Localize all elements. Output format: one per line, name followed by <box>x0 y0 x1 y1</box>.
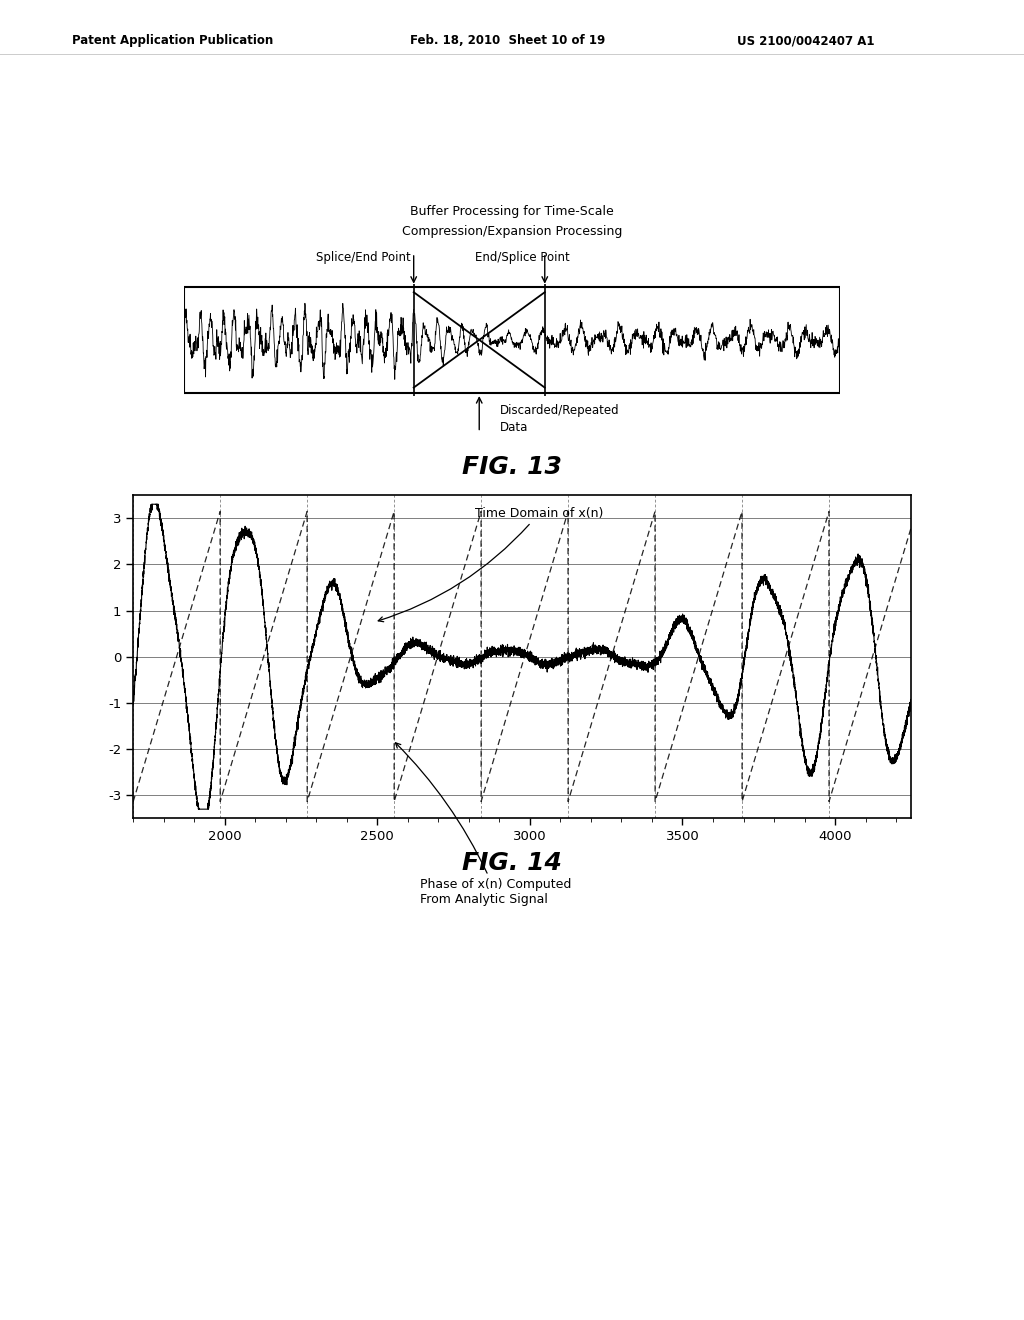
Text: Splice/End Point: Splice/End Point <box>316 251 411 264</box>
Text: Patent Application Publication: Patent Application Publication <box>72 34 273 48</box>
Text: Buffer Processing for Time-Scale: Buffer Processing for Time-Scale <box>411 205 613 218</box>
Text: Data: Data <box>500 421 528 434</box>
Text: FIG. 14: FIG. 14 <box>462 851 562 875</box>
Text: End/Splice Point: End/Splice Point <box>475 251 569 264</box>
Text: US 2100/0042407 A1: US 2100/0042407 A1 <box>737 34 874 48</box>
Text: Time Domain of x(n): Time Domain of x(n) <box>378 507 603 622</box>
FancyBboxPatch shape <box>184 286 840 393</box>
Text: Phase of x(n) Computed
From Analytic Signal: Phase of x(n) Computed From Analytic Sig… <box>395 743 571 907</box>
Text: Feb. 18, 2010  Sheet 10 of 19: Feb. 18, 2010 Sheet 10 of 19 <box>410 34 605 48</box>
Text: FIG. 13: FIG. 13 <box>462 455 562 479</box>
Text: Compression/Expansion Processing: Compression/Expansion Processing <box>401 224 623 238</box>
Text: Discarded/Repeated: Discarded/Repeated <box>500 404 620 417</box>
